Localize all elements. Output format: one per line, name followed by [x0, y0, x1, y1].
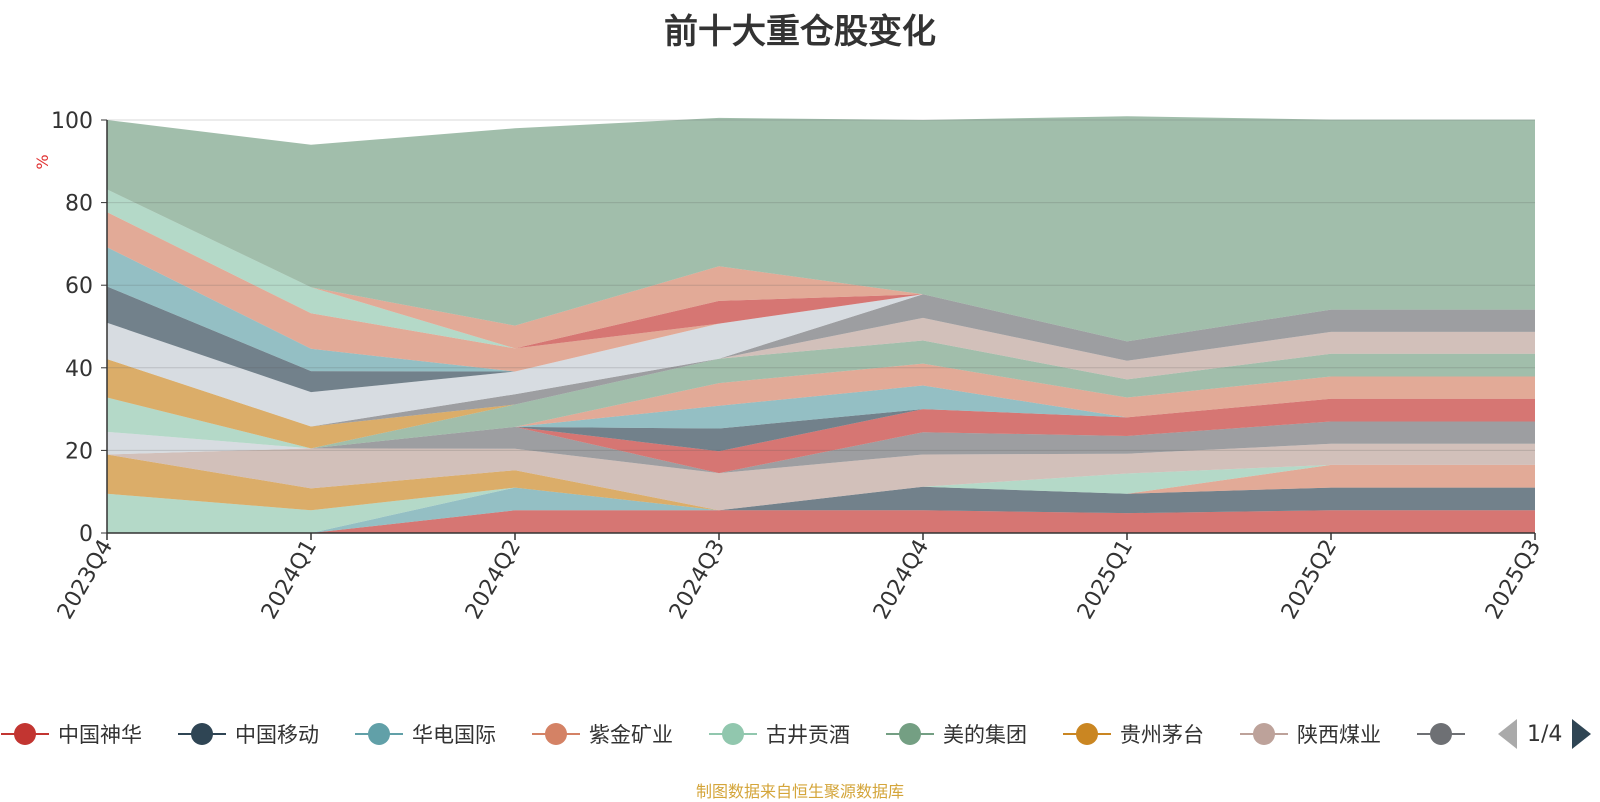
legend-item-label: 古井贡酒 [766, 723, 850, 747]
legend-item-label: 贵州茅台 [1120, 723, 1204, 747]
y-tick-label: 40 [65, 357, 93, 382]
chart-area: 0 20 40 60 80 100 2023Q4 2024Q1 2024Q2 2024Q3 2024… [33, 109, 1546, 624]
legend-item[interactable]: 古井贡酒 [708, 712, 850, 756]
legend-marker-icon [355, 723, 403, 745]
legend-item[interactable]: 紫金矿业 [531, 712, 673, 756]
x-tick-label: 2025Q2 [1277, 536, 1342, 624]
legend-prev-page-button[interactable] [1498, 719, 1517, 749]
x-tick-label: 2025Q1 [1073, 536, 1138, 624]
area-series[interactable] [107, 385, 1535, 449]
legend-marker-icon [178, 723, 226, 745]
area-series[interactable] [107, 454, 1535, 511]
x-tick-label: 2025Q3 [1481, 536, 1546, 624]
y-tick-label: 20 [65, 439, 93, 464]
legend-item[interactable]: 中国移动 [177, 712, 319, 756]
area-series[interactable] [107, 116, 1535, 342]
legend-items: 中国神华 中国移动 华电国际 紫金矿业 古井贡酒 美的集团 贵州茅台 陕西煤业 中国平安 [0, 712, 1474, 756]
legend-next-page-button[interactable] [1572, 719, 1592, 749]
legend-marker-icon [1240, 723, 1288, 745]
legend-item-label: 紫金矿业 [589, 723, 673, 747]
x-tick-label: 2023Q4 [53, 536, 118, 624]
y-tick-label: 100 [51, 109, 93, 134]
legend-marker-icon [709, 723, 757, 745]
y-tick-label: 0 [79, 522, 93, 547]
area-series[interactable] [107, 398, 1535, 474]
area-series[interactable] [107, 340, 1535, 449]
legend-item-label: 中国神华 [58, 723, 142, 747]
data-source-note: 制图数据来自恒生聚源数据库 [695, 782, 904, 801]
area-series[interactable] [107, 443, 1535, 511]
legend-item[interactable]: 中国平安 [1416, 712, 1474, 756]
legend-item-label: 陕西煤业 [1297, 723, 1381, 747]
y-tick-label: 60 [65, 274, 93, 299]
area-series[interactable] [107, 464, 1535, 533]
area-series[interactable] [107, 294, 1535, 427]
x-tick-label: 2024Q1 [257, 536, 322, 624]
area-series[interactable] [107, 486, 1535, 533]
legend-marker-icon [1, 723, 49, 745]
area-series[interactable] [107, 363, 1535, 449]
legend: 中国神华 中国移动 华电国际 紫金矿业 古井贡酒 美的集团 贵州茅台 陕西煤业 中国平安 [0, 712, 1600, 756]
y-tick-label: 80 [65, 192, 93, 217]
legend-marker-icon [532, 723, 580, 745]
legend-item-label: 中国移动 [235, 723, 319, 747]
legend-page-indicator: 1/4 [1527, 721, 1563, 747]
area-series[interactable] [107, 317, 1535, 427]
legend-marker-icon [1417, 723, 1465, 745]
legend-marker-icon [886, 723, 934, 745]
area-series[interactable] [107, 464, 1535, 533]
legend-item[interactable]: 贵州茅台 [1062, 712, 1204, 756]
area-series[interactable] [107, 363, 1535, 449]
area-series[interactable] [107, 510, 1535, 533]
legend-item-label: 美的集团 [943, 723, 1027, 747]
legend-item[interactable]: 华电国际 [354, 712, 496, 756]
legend-item[interactable]: 中国神华 [0, 712, 142, 756]
y-axis-label: % [33, 154, 52, 169]
legend-item-label: 华电国际 [412, 723, 496, 747]
chart-title: 前十大重仓股变化 [664, 12, 936, 52]
legend-marker-icon [1063, 723, 1111, 745]
legend-pager: 1/4 [1498, 712, 1592, 756]
area-series[interactable] [107, 398, 1535, 452]
area-series[interactable] [107, 421, 1535, 474]
x-tick-label: 2024Q2 [461, 536, 526, 624]
x-tick-label: 2024Q3 [665, 536, 730, 624]
x-tick-label: 2024Q4 [869, 536, 934, 624]
legend-item[interactable]: 美的集团 [885, 712, 1027, 756]
legend-item[interactable]: 陕西煤业 [1239, 712, 1381, 756]
